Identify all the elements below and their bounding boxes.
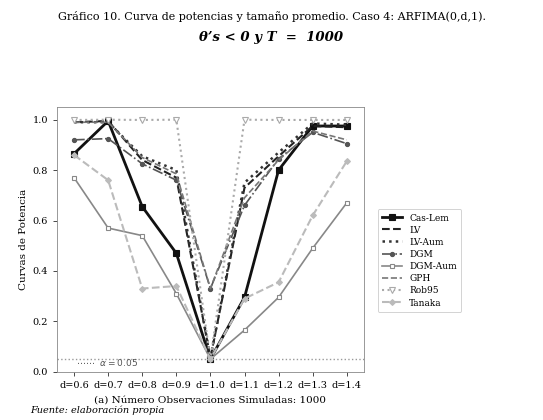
Tanaka xyxy=(105,178,111,183)
Text: Gráfico 10. Curva de potencias y tamaño promedio. Caso 4: ARFIMA(0,d,1).: Gráfico 10. Curva de potencias y tamaño … xyxy=(58,10,485,21)
Tanaka xyxy=(275,280,282,285)
LV-Aum xyxy=(173,168,180,173)
Line: DGM-Aum: DGM-Aum xyxy=(72,176,349,361)
Cas-Lem xyxy=(173,251,180,256)
DGM xyxy=(139,161,146,166)
GPH xyxy=(139,155,146,160)
DGM-Aum xyxy=(71,175,77,180)
GPH xyxy=(105,120,111,125)
DGM xyxy=(275,156,282,161)
Text: Fuente: elaboración propia: Fuente: elaboración propia xyxy=(30,405,164,415)
DGM-Aum xyxy=(275,295,282,300)
LV-Aum xyxy=(275,150,282,155)
LV-Aum xyxy=(139,154,146,159)
Tanaka xyxy=(344,159,350,164)
Tanaka xyxy=(241,296,248,301)
Line: DGM: DGM xyxy=(72,130,349,291)
Rob95 xyxy=(105,117,111,122)
LV xyxy=(207,355,214,360)
Cas-Lem xyxy=(310,123,316,129)
DGM-Aum xyxy=(241,328,248,333)
Text: θ’s < 0 y T  =  1000: θ’s < 0 y T = 1000 xyxy=(199,32,344,45)
GPH xyxy=(275,158,282,163)
LV xyxy=(310,123,316,129)
Line: Rob95: Rob95 xyxy=(71,116,350,362)
Line: Tanaka: Tanaka xyxy=(72,153,349,361)
LV xyxy=(71,120,77,125)
DGM-Aum xyxy=(105,226,111,231)
Cas-Lem xyxy=(207,357,214,362)
LV xyxy=(241,185,248,190)
Line: GPH: GPH xyxy=(74,122,347,289)
Rob95 xyxy=(207,357,214,362)
LV-Aum xyxy=(105,120,111,125)
DGM-Aum xyxy=(207,357,214,362)
X-axis label: (a) Número Observaciones Simuladas: 1000: (a) Número Observaciones Simuladas: 1000 xyxy=(94,395,326,404)
DGM-Aum xyxy=(344,200,350,205)
DGM-Aum xyxy=(310,246,316,251)
GPH xyxy=(173,171,180,176)
Rob95 xyxy=(241,117,248,122)
LV xyxy=(139,158,146,163)
Line: Cas-Lem: Cas-Lem xyxy=(71,118,350,362)
Rob95 xyxy=(344,118,350,123)
DGM xyxy=(344,141,350,146)
LV-Aum xyxy=(310,121,316,126)
Cas-Lem xyxy=(241,295,248,300)
Line: LV-Aum: LV-Aum xyxy=(74,122,347,358)
Rob95 xyxy=(139,118,146,123)
DGM xyxy=(105,136,111,141)
LV xyxy=(173,175,180,180)
Tanaka xyxy=(139,286,146,291)
Rob95 xyxy=(275,118,282,123)
DGM xyxy=(207,286,214,291)
Tanaka xyxy=(207,357,214,362)
Cas-Lem xyxy=(139,204,146,209)
Legend: Cas-Lem, LV, LV-Aum, DGM, DGM-Aum, GPH, Rob95, Tanaka: Cas-Lem, LV, LV-Aum, DGM, DGM-Aum, GPH, … xyxy=(377,209,462,312)
GPH xyxy=(71,120,77,125)
DGM xyxy=(71,137,77,142)
Tanaka xyxy=(310,213,316,218)
Text: $\cdots\cdots$  $\alpha = 0.05$: $\cdots\cdots$ $\alpha = 0.05$ xyxy=(76,357,138,368)
Tanaka xyxy=(173,284,180,289)
Rob95 xyxy=(310,118,316,123)
Cas-Lem xyxy=(344,123,350,129)
LV-Aum xyxy=(344,122,350,127)
DGM xyxy=(241,203,248,208)
DGM-Aum xyxy=(173,291,180,296)
GPH xyxy=(310,129,316,134)
Tanaka xyxy=(71,152,77,158)
DGM-Aum xyxy=(139,233,146,238)
LV-Aum xyxy=(207,355,214,360)
LV-Aum xyxy=(241,180,248,185)
Line: LV: LV xyxy=(74,121,347,358)
LV-Aum xyxy=(71,120,77,125)
Y-axis label: Curvas de Potencia: Curvas de Potencia xyxy=(20,189,28,290)
DGM xyxy=(310,130,316,135)
LV xyxy=(275,154,282,159)
LV xyxy=(105,118,111,123)
DGM xyxy=(173,178,180,183)
GPH xyxy=(207,286,214,291)
LV xyxy=(344,125,350,130)
GPH xyxy=(344,137,350,142)
Rob95 xyxy=(173,117,180,122)
Cas-Lem xyxy=(105,118,111,123)
Cas-Lem xyxy=(275,168,282,173)
Cas-Lem xyxy=(71,151,77,156)
Rob95 xyxy=(71,118,77,123)
GPH xyxy=(241,195,248,200)
